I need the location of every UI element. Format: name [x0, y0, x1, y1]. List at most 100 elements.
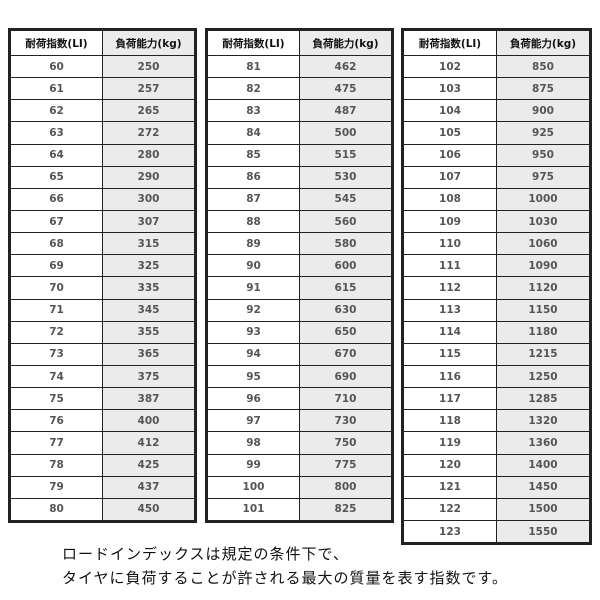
load-capacity-cell: 750	[299, 431, 393, 455]
load-index-cell: 111	[402, 254, 497, 278]
load-capacity-cell: 272	[102, 121, 196, 145]
load-capacity-cell: 500	[299, 121, 393, 145]
load-index-cell: 77	[9, 431, 103, 455]
load-capacity-cell: 280	[102, 143, 196, 167]
load-capacity-cell: 365	[102, 342, 196, 366]
load-capacity-cell: 900	[496, 99, 591, 123]
load-capacity-cell: 387	[102, 387, 196, 411]
load-capacity-cell: 630	[299, 298, 393, 322]
load-capacity-cell: 290	[102, 165, 196, 189]
load-capacity-cell: 437	[102, 475, 196, 499]
table-row: 90 600	[206, 254, 393, 278]
table-row: 104 900	[402, 99, 591, 123]
load-capacity-cell: 1250	[496, 364, 591, 389]
load-index-cell: 97	[206, 409, 300, 433]
load-index-cell: 119	[402, 431, 497, 455]
load-index-cell: 73	[9, 342, 103, 366]
load-index-cell: 99	[206, 453, 300, 477]
table-row: 71 345	[9, 298, 196, 322]
table-row: 112 1120	[402, 276, 591, 300]
load-capacity-cell: 375	[102, 364, 196, 389]
table-row: 77 412	[9, 431, 196, 455]
load-capacity-cell: 400	[102, 409, 196, 433]
table-row: 81 462	[206, 54, 393, 79]
table-row: 123 1550	[402, 519, 591, 545]
load-index-cell: 69	[9, 254, 103, 278]
load-index-cell: 70	[9, 276, 103, 300]
load-capacity-cell: 1000	[496, 187, 591, 211]
load-capacity-cell: 800	[299, 475, 393, 499]
table-row: 116 1250	[402, 364, 591, 389]
table-row: 118 1320	[402, 409, 591, 433]
load-index-cell: 117	[402, 387, 497, 411]
table-row: 91 615	[206, 276, 393, 300]
load-capacity-cell: 487	[299, 99, 393, 123]
table-row: 111 1090	[402, 254, 591, 278]
header-load-index: 耐荷指数(LI)	[9, 29, 103, 56]
table-row: 85 515	[206, 143, 393, 167]
table-row: 105 925	[402, 121, 591, 145]
load-index-cell: 67	[9, 209, 103, 234]
load-capacity-cell: 1500	[496, 497, 591, 521]
load-index-cell: 79	[9, 475, 103, 499]
load-index-cell: 75	[9, 387, 103, 411]
load-index-cell: 82	[206, 77, 300, 101]
header-row: 耐荷指数(LI) 負荷能力(kg)	[402, 29, 591, 56]
load-index-cell: 105	[402, 121, 497, 145]
load-index-cell: 87	[206, 187, 300, 211]
load-index-cell: 122	[402, 497, 497, 521]
load-index-cell: 102	[402, 54, 497, 79]
load-capacity-cell: 1150	[496, 298, 591, 322]
caption-line-1: ロードインデックスは規定の条件下で、	[62, 545, 349, 563]
load-capacity-cell: 850	[496, 54, 591, 79]
load-capacity-cell: 1120	[496, 276, 591, 300]
load-index-cell: 120	[402, 453, 497, 477]
load-index-cell: 115	[402, 342, 497, 366]
load-index-cell: 88	[206, 209, 300, 234]
load-index-cell: 94	[206, 342, 300, 366]
load-index-cell: 60	[9, 54, 103, 79]
load-index-table-2: 耐荷指数(LI) 負荷能力(kg) 81 462 82 475 83 487 84 500 85 51…	[205, 28, 394, 523]
load-capacity-cell: 450	[102, 497, 196, 522]
load-index-cell: 71	[9, 298, 103, 322]
load-capacity-cell: 730	[299, 409, 393, 433]
load-index-cell: 84	[206, 121, 300, 145]
load-index-cell: 80	[9, 497, 103, 522]
load-index-cell: 107	[402, 165, 497, 189]
table-row: 101 825	[206, 497, 393, 522]
header-row: 耐荷指数(LI) 負荷能力(kg)	[9, 29, 196, 56]
load-index-cell: 62	[9, 99, 103, 123]
table-row: 99 775	[206, 453, 393, 477]
load-index-cell: 72	[9, 320, 103, 344]
load-index-cell: 114	[402, 320, 497, 344]
table-row: 110 1060	[402, 232, 591, 256]
load-index-cell: 68	[9, 232, 103, 256]
load-capacity-cell: 1060	[496, 232, 591, 256]
load-capacity-cell: 710	[299, 387, 393, 411]
table-row: 109 1030	[402, 209, 591, 234]
load-capacity-cell: 975	[496, 165, 591, 189]
load-index-cell: 121	[402, 475, 497, 499]
table-row: 117 1285	[402, 387, 591, 411]
table-row: 89 580	[206, 232, 393, 256]
table-row: 114 1180	[402, 320, 591, 344]
table-row: 115 1215	[402, 342, 591, 366]
load-index-cell: 113	[402, 298, 497, 322]
table-row: 60 250	[9, 54, 196, 79]
load-capacity-cell: 1360	[496, 431, 591, 455]
load-capacity-cell: 250	[102, 54, 196, 79]
load-index-cell: 116	[402, 364, 497, 389]
load-index-cell: 91	[206, 276, 300, 300]
table-row: 108 1000	[402, 187, 591, 211]
load-index-cell: 89	[206, 232, 300, 256]
header-load-capacity: 負荷能力(kg)	[299, 29, 393, 56]
load-capacity-cell: 580	[299, 232, 393, 256]
load-index-table-3: 耐荷指数(LI) 負荷能力(kg) 102 850 103 875 104 900 105 925…	[401, 28, 592, 546]
table-row: 61 257	[9, 77, 196, 101]
load-index-cell: 118	[402, 409, 497, 433]
load-capacity-cell: 1090	[496, 254, 591, 278]
load-index-cell: 103	[402, 77, 497, 101]
table-row: 73 365	[9, 342, 196, 366]
load-capacity-cell: 265	[102, 99, 196, 123]
table-row: 84 500	[206, 121, 393, 145]
